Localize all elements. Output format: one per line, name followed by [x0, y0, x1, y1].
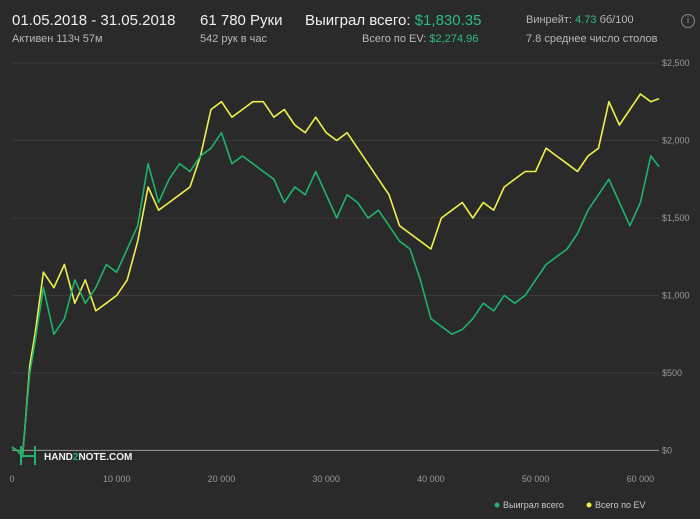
legend-won-label: Выиграл всего [503, 500, 564, 510]
info-icon[interactable]: i [681, 14, 695, 28]
winrate: Винрейт: 4.73 бб/100 [526, 14, 634, 26]
y-tick-label: $0 [662, 445, 672, 455]
ev-total: Всего по EV: $2,274.96 [362, 33, 478, 45]
x-tick-label: 30 000 [312, 474, 340, 484]
x-tick-label: 10 000 [103, 474, 131, 484]
y-axis-ticks: $0 $500 $1,000 $1,500 $2,000 $2,500 [662, 58, 690, 455]
y-tick-label: $1,500 [662, 213, 690, 223]
brand-logo: HAND2NOTE.COM [20, 446, 132, 465]
avg-tables: 7.8 среднее число столов [526, 33, 658, 45]
x-tick-label: 0 [9, 474, 14, 484]
legend-ev-marker [586, 502, 592, 508]
winrate-label: Винрейт: [526, 14, 573, 26]
y-tick-label: $500 [662, 368, 682, 378]
chart-legend: Выиграл всего Всего по EV [494, 500, 645, 510]
won-value: $1,830.35 [414, 12, 482, 29]
active-time: Активен 113ч 57м [12, 33, 103, 45]
series-line-ev [11, 93, 660, 458]
legend-won-marker [494, 502, 500, 508]
x-tick-label: 20 000 [208, 474, 236, 484]
winrate-value: 4.73 [575, 14, 597, 26]
won-label: Выиграл всего: [305, 12, 411, 29]
date-range: 01.05.2018 - 31.05.2018 [12, 12, 176, 29]
x-tick-label: 50 000 [522, 474, 550, 484]
ev-label: Всего по EV: [362, 33, 427, 45]
x-axis-ticks: 0 10 000 20 000 30 000 40 000 50 000 60 000 [9, 474, 654, 484]
y-tick-label: $2,000 [662, 135, 690, 145]
logo-text: HAND2NOTE.COM [44, 452, 132, 463]
won-total: Выиграл всего: $1,830.35 [305, 12, 481, 29]
chart-lines [11, 93, 660, 458]
y-tick-label: $1,000 [662, 290, 690, 300]
y-tick-label: $2,500 [662, 58, 690, 68]
legend-ev-label: Всего по EV [595, 500, 645, 510]
hands-count: 61 780 Руки [200, 12, 283, 29]
x-tick-label: 40 000 [417, 474, 445, 484]
hands-per-hour: 542 рук в час [200, 33, 268, 45]
ev-value: $2,274.96 [429, 33, 479, 45]
logo-mark-icon [20, 446, 36, 465]
stats-header: 01.05.2018 - 31.05.2018 Активен 113ч 57м… [0, 0, 700, 52]
chart-grid [12, 62, 659, 451]
x-tick-label: 60 000 [627, 474, 655, 484]
series-line-won [11, 131, 660, 458]
winrate-unit: бб/100 [599, 14, 634, 26]
